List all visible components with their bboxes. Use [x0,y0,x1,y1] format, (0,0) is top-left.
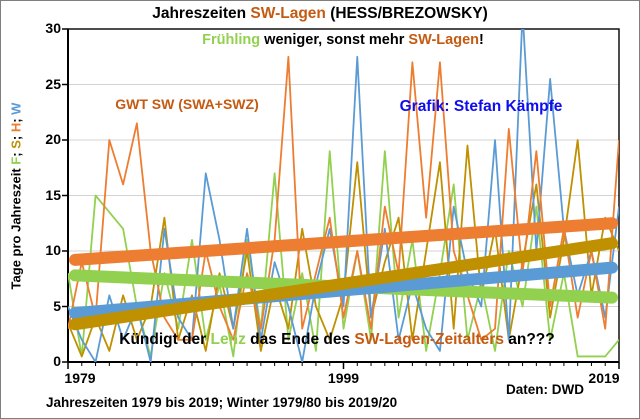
text-part: (HESS/BREZOWSKY) [325,5,488,22]
x-tick-label: 1979 [64,370,96,386]
text-part: Kündigt der [119,331,211,348]
question-annotation: Kündigt der Lenz das Ende des SW-Lagen-Z… [119,331,555,349]
y-axis-title: Tage pro Jahreszeit F; S; H; W [9,103,24,290]
gwt-sw-label: GWT SW (SWA+SWZ) [115,96,259,112]
text-part: SW-Lagen-Zeitalters [354,331,504,348]
text-part: ; [8,148,24,157]
x-tick-label: 2019 [588,370,620,386]
text-part: H [8,122,24,133]
text-part: das Ende des [245,331,355,348]
chart-title: Jahreszeiten SW-Lagen (HESS/BREZOWSKY) [1,5,639,23]
credit-label: Grafik: Stefan Kämpfe [399,98,563,115]
text-part: SW-Lagen [250,5,326,22]
x-tick-label: 1999 [327,370,360,386]
text-part: ! [479,32,484,48]
text-part: SW-Lagen [408,32,480,48]
text-part: Lenz [210,331,246,348]
y-tick-label: 5 [53,297,61,314]
text-part: W [8,102,24,115]
text-part: Tage pro Jahreszeit [8,164,24,290]
text-part: F [8,156,24,165]
y-tick-label: 20 [45,131,61,147]
y-tick-label: 15 [45,186,61,203]
text-part: S [8,140,24,149]
text-part: Jahreszeiten [152,5,251,22]
y-tick-label: 10 [45,242,61,258]
trend-line-sommer [69,237,618,331]
y-tick-label: 25 [45,75,61,92]
text-part: an??? [503,331,555,348]
trend-line-herbst [69,217,618,266]
subtitle-annotation: Frühling weniger, sonst mehr SW-Lagen! [202,32,484,48]
data-source-label: Daten: DWD [506,382,584,397]
bottom-caption: Jahreszeiten 1979 bis 2019; Winter 1979/… [46,395,398,410]
y-tick-label: 0 [53,353,61,369]
text-part: weniger, sonst mehr [260,32,409,48]
text-part: ; [8,114,24,123]
text-part: ; [8,132,24,141]
text-part: Frühling [202,32,261,48]
y-tick-label: 30 [45,20,61,36]
